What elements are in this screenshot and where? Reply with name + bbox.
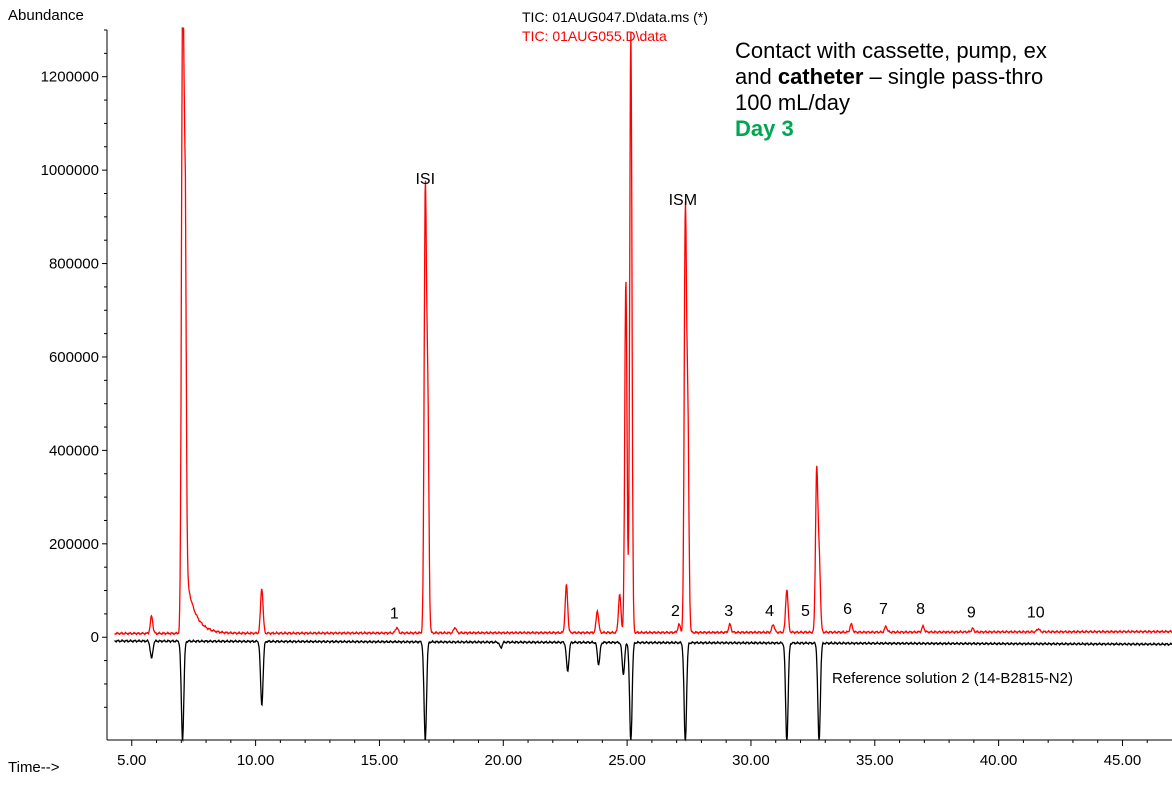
annotation-bold-word: catheter: [777, 64, 864, 89]
peak-label: ISM: [669, 192, 697, 209]
peak-label: 6: [843, 601, 852, 618]
y-tick-label: 200000: [49, 536, 99, 553]
series-line-red: [114, 27, 1172, 636]
x-tick-label: 10.00: [237, 752, 275, 769]
y-tick-label: 0: [91, 629, 99, 646]
peak-label: 4: [765, 603, 774, 620]
peak-label: 7: [879, 601, 888, 618]
peak-label: ISI: [415, 171, 435, 188]
x-tick-label: 45.00: [1104, 752, 1142, 769]
legend-series-1: TIC: 01AUG047.D\data.ms (*): [522, 9, 708, 25]
x-tick-label: 25.00: [608, 752, 646, 769]
y-tick-label: 800000: [49, 256, 99, 273]
annotation-box: Contact with cassette, pump, ex and cath…: [735, 38, 1047, 142]
x-tick-label: 30.00: [732, 752, 770, 769]
peak-label: 3: [724, 603, 733, 620]
peak-label: 9: [967, 605, 976, 622]
x-tick-label: 15.00: [361, 752, 399, 769]
x-tick-label: 35.00: [856, 752, 894, 769]
annotation-day: Day 3: [735, 116, 794, 141]
y-tick-label: 600000: [49, 349, 99, 366]
x-axis-title: Time-->: [8, 759, 60, 776]
x-tick-label: 40.00: [980, 752, 1018, 769]
peak-label: 10: [1027, 605, 1045, 622]
series-line-black: [114, 638, 1172, 743]
peak-label: 5: [801, 603, 810, 620]
legend-series-2: TIC: 01AUG055.D\data: [522, 28, 667, 44]
y-axis-title: Abundance: [8, 7, 84, 24]
axes-group: 0 200000 400000 600000 800000 1000000 1200000 5…: [41, 29, 1172, 769]
x-tick-label: 20.00: [485, 752, 523, 769]
annotation-line-1: Contact with cassette, pump, ex: [735, 38, 1047, 63]
x-tick-label: 5.00: [117, 752, 146, 769]
y-tick-label: 1000000: [41, 162, 99, 179]
annotation-line-3: 100 mL/day: [735, 90, 850, 115]
labels-group: 1 ISI ISM 2 3 4 5 6 7 8 9 10: [390, 171, 1045, 622]
reference-label: Reference solution 2 (14-B2815-N2): [832, 670, 1073, 687]
peak-label: 1: [390, 606, 399, 623]
y-tick-label: 400000: [49, 442, 99, 459]
annotation-line-2: and catheter – single pass-thro: [735, 64, 1047, 90]
y-tick-label: 1200000: [41, 69, 99, 86]
annotation-line-2-post: – single pass-thro: [863, 64, 1044, 89]
peak-label: 8: [916, 601, 925, 618]
traces-group: [114, 27, 1172, 743]
annotation-line-2-pre: and: [735, 64, 778, 89]
peak-label: 2: [671, 603, 680, 620]
